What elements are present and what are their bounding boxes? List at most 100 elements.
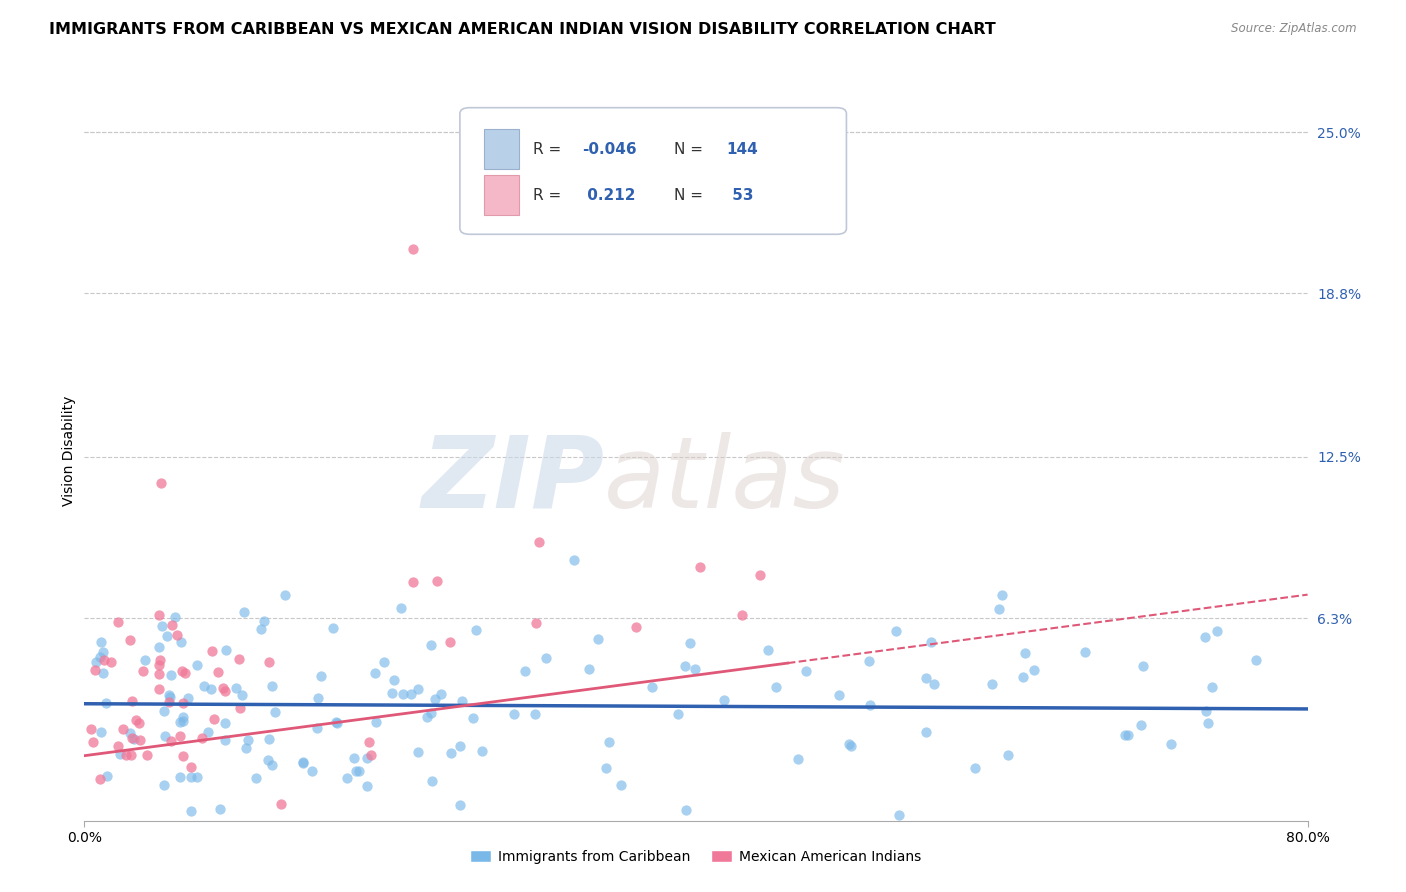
- Point: [915, 725, 938, 739]
- Point: [420, 774, 443, 789]
- Point: [160, 668, 183, 682]
- Point: [666, 706, 689, 721]
- Point: [235, 741, 257, 756]
- Point: [988, 602, 1011, 616]
- Point: [228, 701, 250, 715]
- Point: [84, 664, 107, 678]
- Point: [796, 665, 818, 679]
- Point: [562, 553, 585, 567]
- Point: [149, 653, 172, 667]
- Point: [193, 679, 215, 693]
- Point: [578, 662, 600, 676]
- Point: [186, 657, 208, 672]
- Point: [884, 624, 907, 639]
- Point: [610, 778, 633, 792]
- Point: [91, 645, 114, 659]
- Point: [197, 725, 219, 739]
- Point: [1206, 624, 1229, 638]
- Point: [186, 770, 208, 784]
- Point: [679, 635, 702, 649]
- Point: [624, 620, 647, 634]
- Point: [392, 687, 415, 701]
- Point: [172, 748, 194, 763]
- Point: [922, 677, 945, 691]
- Text: R =: R =: [533, 142, 567, 157]
- Point: [586, 632, 609, 646]
- Point: [401, 687, 423, 701]
- Point: [997, 747, 1019, 762]
- Point: [159, 734, 181, 748]
- Point: [731, 607, 754, 622]
- Point: [357, 735, 380, 749]
- Point: [96, 769, 118, 783]
- Text: 53: 53: [727, 187, 754, 202]
- Point: [673, 659, 696, 673]
- Point: [174, 665, 197, 680]
- Point: [920, 635, 942, 649]
- Point: [215, 642, 238, 657]
- Point: [134, 653, 156, 667]
- Point: [169, 714, 191, 729]
- Point: [1160, 738, 1182, 752]
- Point: [347, 764, 370, 778]
- Point: [169, 729, 191, 743]
- Point: [309, 669, 332, 683]
- Point: [713, 693, 735, 707]
- Text: IMMIGRANTS FROM CARIBBEAN VS MEXICAN AMERICAN INDIAN VISION DISABILITY CORRELATI: IMMIGRANTS FROM CARIBBEAN VS MEXICAN AME…: [49, 22, 995, 37]
- Point: [524, 615, 547, 630]
- Point: [356, 750, 378, 764]
- Text: N =: N =: [673, 142, 707, 157]
- FancyBboxPatch shape: [484, 128, 519, 169]
- Point: [100, 656, 122, 670]
- Point: [683, 662, 706, 676]
- Point: [90, 724, 112, 739]
- FancyBboxPatch shape: [460, 108, 846, 235]
- Point: [419, 639, 441, 653]
- Point: [416, 710, 439, 724]
- Point: [420, 706, 443, 720]
- Point: [301, 764, 323, 779]
- Point: [148, 640, 170, 654]
- Point: [1197, 715, 1219, 730]
- Point: [364, 715, 387, 730]
- Point: [765, 680, 787, 694]
- Point: [152, 704, 174, 718]
- Point: [325, 715, 347, 730]
- Point: [527, 535, 550, 549]
- Point: [981, 677, 1004, 691]
- Point: [1129, 718, 1152, 732]
- Point: [1012, 670, 1035, 684]
- Point: [231, 688, 253, 702]
- Point: [236, 733, 259, 747]
- Point: [1074, 645, 1097, 659]
- Point: [408, 745, 430, 759]
- Point: [94, 697, 117, 711]
- Point: [1116, 728, 1139, 742]
- Text: ZIP: ZIP: [422, 432, 605, 529]
- FancyBboxPatch shape: [484, 175, 519, 215]
- Point: [172, 714, 194, 729]
- Point: [292, 756, 315, 771]
- Point: [373, 655, 395, 669]
- Point: [120, 725, 142, 739]
- Point: [209, 802, 232, 816]
- Point: [91, 665, 114, 680]
- Point: [260, 679, 283, 693]
- Point: [191, 731, 214, 745]
- Point: [257, 655, 280, 669]
- Point: [80, 722, 103, 736]
- Point: [156, 629, 179, 643]
- Point: [122, 732, 145, 747]
- Point: [260, 757, 283, 772]
- Point: [464, 623, 486, 637]
- Point: [322, 621, 344, 635]
- Point: [839, 739, 862, 753]
- Point: [343, 750, 366, 764]
- Point: [263, 705, 285, 719]
- Point: [360, 747, 382, 762]
- Point: [107, 739, 129, 753]
- Point: [336, 771, 359, 785]
- Point: [389, 601, 412, 615]
- Point: [534, 651, 557, 665]
- Point: [1195, 704, 1218, 718]
